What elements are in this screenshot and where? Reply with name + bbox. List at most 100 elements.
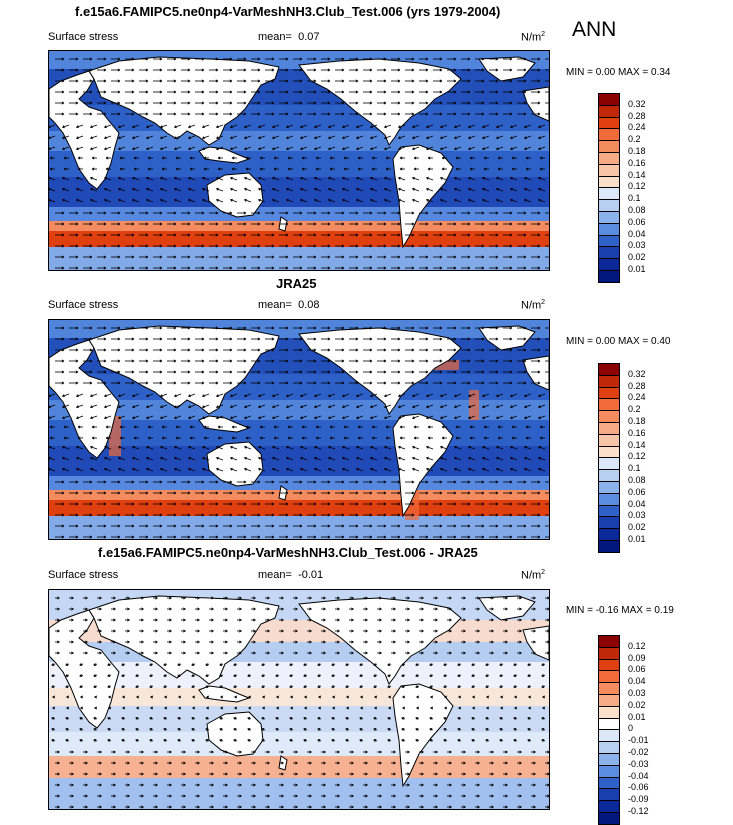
colorbar-tick-label: 0.32 [628,368,646,379]
colorbar-swatch [598,646,620,659]
panel1-title: f.e15a6.FAMIPC5.ne0np4-VarMeshNH3.Club_T… [75,4,501,19]
colorbar-tick-label: 0.24 [628,122,646,133]
colorbar-swatch [598,811,620,825]
colorbar-tick-label: 0.12 [628,181,646,192]
colorbar-tick-label: 0.01 [628,711,646,722]
panel3-title: f.e15a6.FAMIPC5.ne0np4-VarMeshNH3.Club_T… [98,545,478,560]
colorbar-swatch [598,670,620,683]
colorbar-swatch [598,246,620,259]
colorbar-swatch [598,210,620,223]
colorbar-tick-label: 0.03 [628,240,646,251]
colorbar-tick-label: 0.16 [628,157,646,168]
colorbar-swatch [598,386,620,399]
colorbar-swatch [598,480,620,493]
colorbar-swatch [598,469,620,481]
panel1-variable: Surface stress [48,31,119,43]
colorbar-tick-label: 0.2 [628,404,641,415]
colorbar-tick-label: 0.14 [628,439,646,450]
colorbar-tick-label: 0.2 [628,134,641,145]
colorbar-swatch [598,741,620,753]
panel2-units-text: N/m [521,299,542,312]
colorbar-swatch [598,163,620,176]
colorbar-swatch [598,410,620,422]
panel1-units: N/m2 [521,31,545,44]
panel1-mean-label: mean= [258,31,292,43]
colorbar-tick-label: 0.09 [628,652,646,663]
colorbar-swatch [598,116,620,129]
panel3-colorbar [598,635,620,825]
colorbar-swatch [598,776,620,789]
panel2-title: JRA25 [276,276,317,291]
season-label: ANN [572,18,617,41]
colorbar-swatch [598,374,620,387]
colorbar-swatch [598,363,620,375]
panel2-units-exp: 2 [541,299,546,306]
colorbar-swatch [598,528,620,540]
colorbar-tick-label: 0.02 [628,699,646,710]
colorbar-tick-label: 0.18 [628,416,646,426]
panel1-minmax: MIN = 0.00 MAX = 0.34 [566,67,671,78]
colorbar-swatch [598,539,620,553]
panel2-colorbar [598,363,620,553]
panel3-map [48,589,550,810]
colorbar-swatch [598,658,620,671]
colorbar-tick-label: 0.01 [628,264,646,274]
colorbar-tick-label: -0.09 [628,794,649,805]
colorbar-swatch [598,175,620,188]
colorbar-tick-label: -0.06 [628,782,649,793]
colorbar-swatch [598,258,620,270]
colorbar-tick-label: 0.1 [628,463,641,474]
colorbar-tick-label: 0.28 [628,380,646,391]
panel3-units-exp: 2 [541,569,546,576]
panel3-mean-label: mean= [258,569,292,581]
colorbar-tick-label: 0.04 [628,228,646,239]
colorbar-tick-label: 0.28 [628,110,646,121]
colorbar-swatch [598,635,620,647]
colorbar-tick-label: -0.12 [628,806,649,816]
panel3-variable: Surface stress [48,569,119,581]
panel2-mean-value: 0.08 [298,299,320,311]
colorbar-tick-label: -0.02 [628,747,649,757]
colorbar-tick-label: 0.14 [628,169,646,180]
colorbar-tick-label: 0.16 [628,427,646,438]
colorbar-swatch [598,445,620,458]
colorbar-tick-label: 0 [628,723,634,734]
colorbar-tick-label: 0.06 [628,486,646,497]
colorbar-tick-label: 0.08 [628,205,646,215]
colorbar-swatch [598,682,620,694]
colorbar-swatch [598,693,620,706]
colorbar-swatch [598,788,620,801]
colorbar-swatch [598,492,620,505]
colorbar-tick-label: 0.12 [628,640,646,651]
colorbar-tick-label: 0.24 [628,392,646,403]
panel1-mean-value: 0.07 [298,31,320,43]
colorbar-tick-label: 0.03 [628,510,646,521]
colorbar-swatch [598,222,620,235]
colorbar-tick-label: -0.04 [628,770,649,781]
colorbar-tick-label: -0.01 [628,735,649,746]
colorbar-swatch [598,128,620,141]
panel2-mean: mean= 0.08 [258,299,320,311]
colorbar-swatch [598,187,620,200]
colorbar-tick-label: 0.02 [628,252,646,263]
colorbar-tick-label: 0.32 [628,98,646,109]
panel2-mean-label: mean= [258,299,292,311]
colorbar-swatch [598,800,620,812]
colorbar-swatch [598,457,620,470]
colorbar-swatch [598,752,620,765]
colorbar-swatch [598,398,620,411]
colorbar-tick-label: 0.01 [628,534,646,544]
panel3-units-text: N/m [521,569,542,582]
panel3-mean-value: -0.01 [298,569,324,581]
colorbar-swatch [598,717,620,730]
panel1-units-exp: 2 [541,31,546,38]
colorbar-tick-label: 0.03 [628,688,646,698]
colorbar-tick-label: -0.03 [628,758,649,769]
colorbar-swatch [598,140,620,152]
colorbar-tick-label: 0.06 [628,664,646,675]
panel3-units: N/m2 [521,569,545,582]
colorbar-swatch [598,516,620,529]
colorbar-swatch [598,104,620,117]
panel1-mean: mean= 0.07 [258,31,320,43]
panel3-mean: mean= -0.01 [258,569,323,581]
